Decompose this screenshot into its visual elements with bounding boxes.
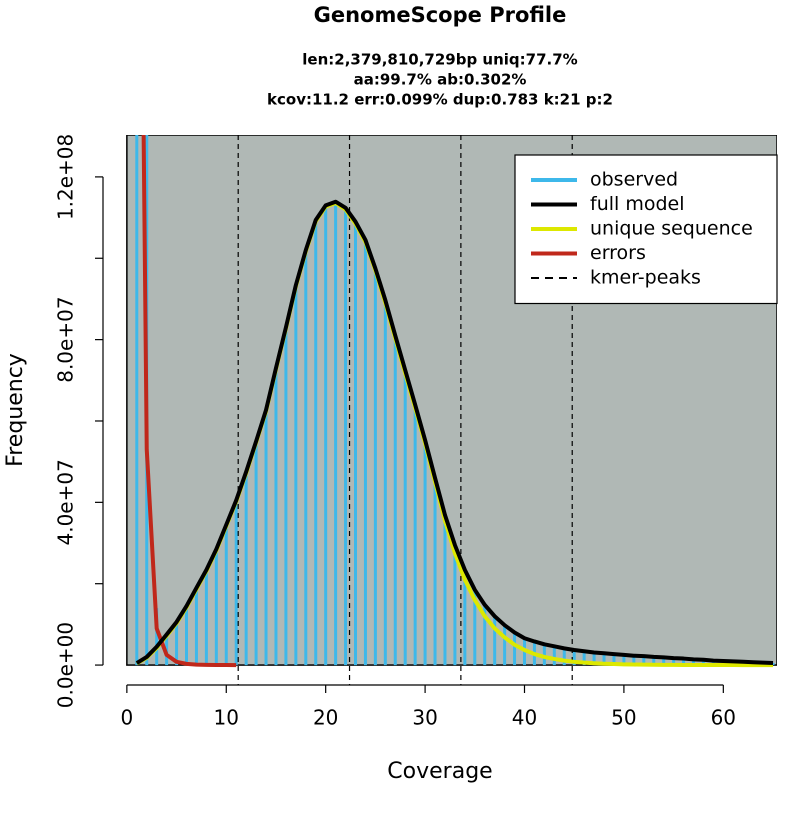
chart-subtitle: aa:99.7% ab:0.302% xyxy=(354,71,527,89)
x-tick-label: 10 xyxy=(214,706,239,730)
x-tick-label: 20 xyxy=(313,706,338,730)
x-tick-label: 30 xyxy=(412,706,437,730)
series-line xyxy=(141,135,237,668)
y-tick-label: 1.2e+08 xyxy=(54,134,78,220)
x-tick-label: 60 xyxy=(711,706,736,730)
legend-label: observed xyxy=(590,169,678,191)
legend-label: full model xyxy=(590,193,685,215)
y-tick-label: 0.0e+00 xyxy=(54,622,78,708)
y-tick-label: 4.0e+07 xyxy=(54,459,78,545)
legend-label: errors xyxy=(590,242,646,264)
x-tick-label: 40 xyxy=(512,706,537,730)
chart-subtitle: kcov:11.2 err:0.099% dup:0.783 k:21 p:2 xyxy=(267,91,613,109)
legend-label: kmer-peaks xyxy=(590,267,701,289)
series-line xyxy=(135,199,774,666)
y-axis-label: Frequency xyxy=(3,353,28,467)
x-axis-label: Coverage xyxy=(387,759,492,784)
chart-subtitle: len:2,379,810,729bp uniq:77.7% xyxy=(302,51,577,69)
y-tick-label: 8.0e+07 xyxy=(54,296,78,382)
chart-title: GenomeScope Profile xyxy=(314,3,567,27)
legend-label: unique sequence xyxy=(590,218,753,240)
x-tick-label: 0 xyxy=(120,706,133,730)
x-tick-label: 50 xyxy=(611,706,636,730)
